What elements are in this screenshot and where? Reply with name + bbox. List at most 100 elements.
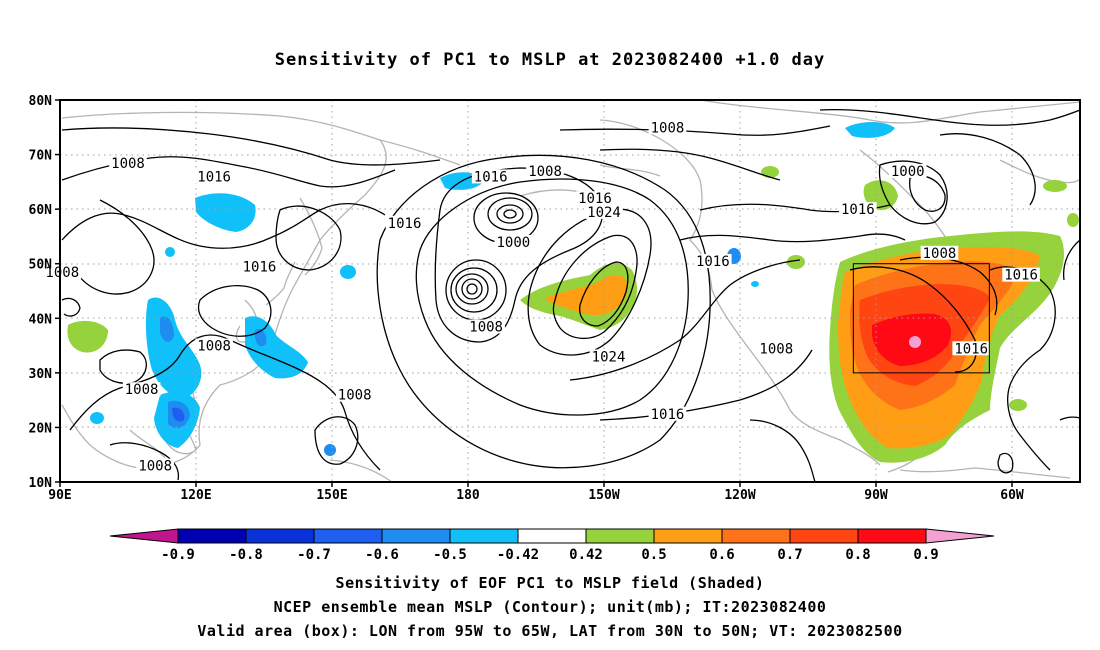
contour-label-bg <box>195 338 233 353</box>
colorbar: -0.9 -0.8 -0.7 -0.6 -0.5 -0.42 0.42 0.5 0.6 0.7 0.… <box>109 528 995 563</box>
contour-label-bg <box>109 155 147 170</box>
lat-label: 60N <box>29 203 53 218</box>
contour-label: 1016 <box>388 216 422 232</box>
contour-label: 1016 <box>1004 268 1038 284</box>
contour-label-bg <box>467 319 505 334</box>
contour-label: 1008 <box>111 156 145 172</box>
contour-label-bg <box>576 191 614 206</box>
contour-label: 1008 <box>138 459 172 475</box>
lon-label: 90W <box>864 488 888 503</box>
lat-label: 50N <box>29 258 53 273</box>
colorbar-swatch <box>313 528 383 544</box>
contour-label-bg <box>757 341 796 356</box>
contour-label-bg <box>920 245 959 260</box>
contour-label: 1008 <box>125 382 159 398</box>
lat-label: 80N <box>29 94 53 109</box>
contour-label-bg <box>1002 267 1040 282</box>
contour-label: 1024 <box>587 205 621 221</box>
colorbar-label: -0.6 <box>365 547 399 563</box>
map-title: Sensitivity of PC1 to MSLP at 2023082400… <box>274 50 826 70</box>
caption-contour: NCEP ensemble mean MSLP (Contour); unit(… <box>273 598 827 616</box>
lon-label: 120E <box>180 488 211 503</box>
contour-label: 1008 <box>759 341 793 357</box>
contour-label: 1000 <box>891 164 925 180</box>
contour-label: 1000 <box>496 235 530 251</box>
colorbar-swatch <box>653 528 723 544</box>
valid-area-box <box>852 263 990 374</box>
contour-label: 1016 <box>578 191 612 207</box>
lon-label: 150E <box>316 488 347 503</box>
colorbar-label: 0.5 <box>641 547 666 563</box>
lon-label: 60W <box>1000 488 1024 503</box>
contour-label: 1008 <box>528 164 562 180</box>
contour-label: 1008 <box>197 339 231 355</box>
sensitivity-shading <box>67 122 1079 463</box>
contour-label: 1008 <box>338 388 372 404</box>
contour-labels: 1008 1016 1016 1008 1008 1008 1008 1008 1016 1016… <box>43 120 1040 475</box>
contour-label-bg <box>240 259 279 274</box>
mslp-contours <box>61 109 1080 482</box>
contour-label-bg <box>122 382 161 397</box>
contour-label-bg <box>195 169 233 184</box>
colorbar-high-extend <box>925 528 995 544</box>
colorbar-swatch <box>585 528 655 544</box>
contour-label: 1016 <box>841 202 875 218</box>
lat-label: 10N <box>29 476 53 491</box>
contour-label: 1016 <box>651 407 685 423</box>
colorbar-label: -0.5 <box>433 547 467 563</box>
contour-label-bg <box>471 169 510 184</box>
colorbar-swatch <box>517 528 587 544</box>
contour-label: 1008 <box>923 246 957 262</box>
contour-label: 1008 <box>469 319 503 335</box>
colorbar-swatch <box>381 528 451 544</box>
lon-label: 120W <box>724 488 755 503</box>
colorbar-label: -0.9 <box>161 547 195 563</box>
contour-label-bg <box>952 341 990 356</box>
contour-label: 1016 <box>243 259 277 275</box>
contour-label-bg <box>694 253 732 268</box>
colorbar-label: 0.8 <box>845 547 870 563</box>
colorbar-swatch <box>449 528 519 544</box>
caption-shading: Sensitivity of EOF PC1 to MSLP field (Sh… <box>335 574 765 592</box>
contour-label: 1008 <box>651 120 685 136</box>
contour-label: 1016 <box>696 254 730 270</box>
contour-label-bg <box>335 387 374 402</box>
colorbar-label: 0.9 <box>913 547 938 563</box>
lat-label: 20N <box>29 421 53 436</box>
contour-label-bg <box>839 202 877 217</box>
contour-label-bg <box>589 349 628 364</box>
colorbar-swatch <box>789 528 859 544</box>
colorbar-swatch <box>177 528 247 544</box>
colorbar-label: 0.6 <box>709 547 734 563</box>
contour-label-bg <box>43 264 82 279</box>
contour-label-bg <box>136 458 174 473</box>
contour-label: 1008 <box>45 265 79 281</box>
lon-label: 90E <box>48 488 71 503</box>
colorbar-low-extend <box>109 528 179 544</box>
contour-label-bg <box>526 163 564 178</box>
contour-label: 1024 <box>592 349 626 365</box>
lat-label: 40N <box>29 312 53 327</box>
contour-label: 1016 <box>197 169 231 185</box>
colorbar-label: 0.7 <box>777 547 802 563</box>
contour-label-bg <box>648 120 687 135</box>
contour-label-bg <box>648 406 687 421</box>
lat-label: 70N <box>29 149 53 164</box>
colorbar-swatch <box>857 528 927 544</box>
colorbar-label: -0.42 <box>497 547 539 563</box>
lat-label: 30N <box>29 367 53 382</box>
contour-label-bg <box>494 234 533 249</box>
lon-label: 180 <box>456 488 480 503</box>
contour-label-bg <box>585 204 623 219</box>
contour-label-bg <box>385 215 424 230</box>
contour-label-bg <box>888 163 927 178</box>
contour-label: 1016 <box>474 169 508 185</box>
colorbar-label: -0.7 <box>297 547 331 563</box>
colorbar-swatch <box>245 528 315 544</box>
colorbar-label: -0.8 <box>229 547 263 563</box>
colorbar-label: 0.42 <box>569 547 603 563</box>
colorbar-swatch <box>721 528 791 544</box>
contour-label: 1016 <box>954 341 988 357</box>
